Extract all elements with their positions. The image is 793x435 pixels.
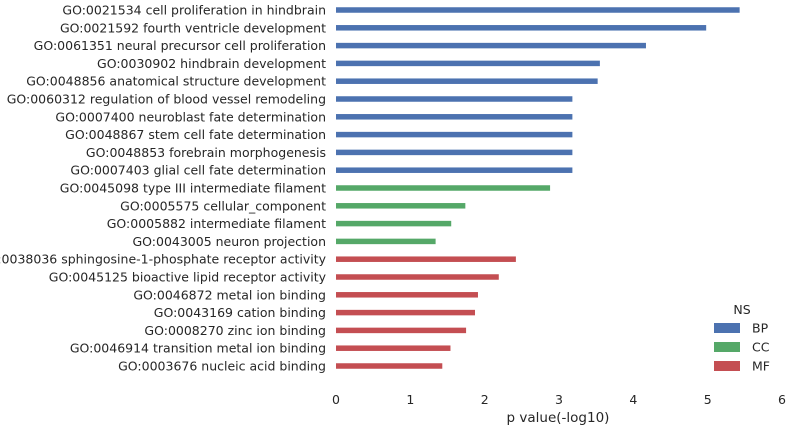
bar-18 [336,309,476,316]
x-tick-labels: 0 1 2 3 4 5 6 [332,392,786,407]
legend-label-cc: CC [752,340,770,355]
category-label-19: GO:0008270 zinc ion binding [144,323,326,338]
legend-swatch-mf [714,361,740,371]
bar-8 [336,131,573,138]
legend-entries: BP CC MF [714,321,770,374]
bar-1 [336,7,740,13]
legend-swatch-cc [714,342,740,352]
bar-2 [336,25,707,31]
legend-label-bp: BP [752,321,769,336]
category-label-16: GO:0045125 bioactive lipid receptor acti… [49,270,327,285]
bar-9 [336,149,573,156]
legend-swatch-bp [714,323,740,333]
bar-4 [336,60,600,67]
category-label-20: GO:0046914 transition metal ion binding [70,341,326,356]
category-label-5: GO:0048856 anatomical structure developm… [26,74,326,89]
x-tick-label-0: 0 [332,392,340,407]
bar-14 [336,238,436,245]
legend: NS BP CC MF [714,302,770,374]
bar-6 [336,96,573,102]
bars-layer [336,7,740,369]
x-tick-label-5: 5 [704,392,712,407]
category-label-21: GO:0003676 nucleic acid binding [118,359,326,374]
category-label-3: GO:0061351 neural precursor cell prolife… [34,38,326,53]
x-tick-label-4: 4 [629,392,637,407]
category-label-13: GO:0005882 intermediate filament [107,216,326,231]
bar-7 [336,114,573,120]
bar-20 [336,345,451,351]
bar-15 [336,256,516,262]
legend-label-mf: MF [752,359,770,374]
x-tick-label-2: 2 [481,392,489,407]
category-label-12: GO:0005575 cellular_component [120,198,326,213]
category-label-17: GO:0046872 metal ion binding [133,287,326,302]
bar-12 [336,203,466,209]
category-label-8: GO:0048867 stem cell fate determination [65,127,326,142]
category-label-9: GO:0048853 forebrain morphogenesis [86,145,326,160]
bar-11 [336,185,551,191]
category-label-10: GO:0007403 glial cell fate determination [70,163,326,178]
category-label-14: GO:0043005 neuron projection [132,234,326,249]
category-label-18: GO:0043169 cation binding [154,305,326,320]
bar-10 [336,167,573,173]
bar-5 [336,78,598,84]
category-label-6: GO:0060312 regulation of blood vessel re… [7,92,326,107]
bar-17 [336,292,478,298]
x-tick-label-1: 1 [406,392,414,407]
x-tick-label-3: 3 [555,392,563,407]
bar-13 [336,220,452,227]
x-axis-label: p value(-log10) [507,410,610,426]
category-label-4: GO:0030902 hindbrain development [97,56,326,71]
bar-3 [336,42,646,49]
bar-21 [336,363,443,369]
category-label-11: GO:0045098 type III intermediate filamen… [60,181,326,196]
x-tick-label-6: 6 [778,392,786,407]
category-label-1: GO:0021534 cell proliferation in hindbra… [62,3,326,18]
category-labels: GO:0021534 cell proliferation in hindbra… [0,3,327,374]
category-label-15: GO:0038036 sphingosine-1-phosphate recep… [0,252,327,267]
bar-16 [336,274,499,280]
category-label-2: GO:0021592 fourth ventricle development [60,20,326,35]
category-label-7: GO:0007400 neuroblast fate determination [55,109,326,124]
legend-title: NS [733,302,750,317]
bar-19 [336,327,467,334]
